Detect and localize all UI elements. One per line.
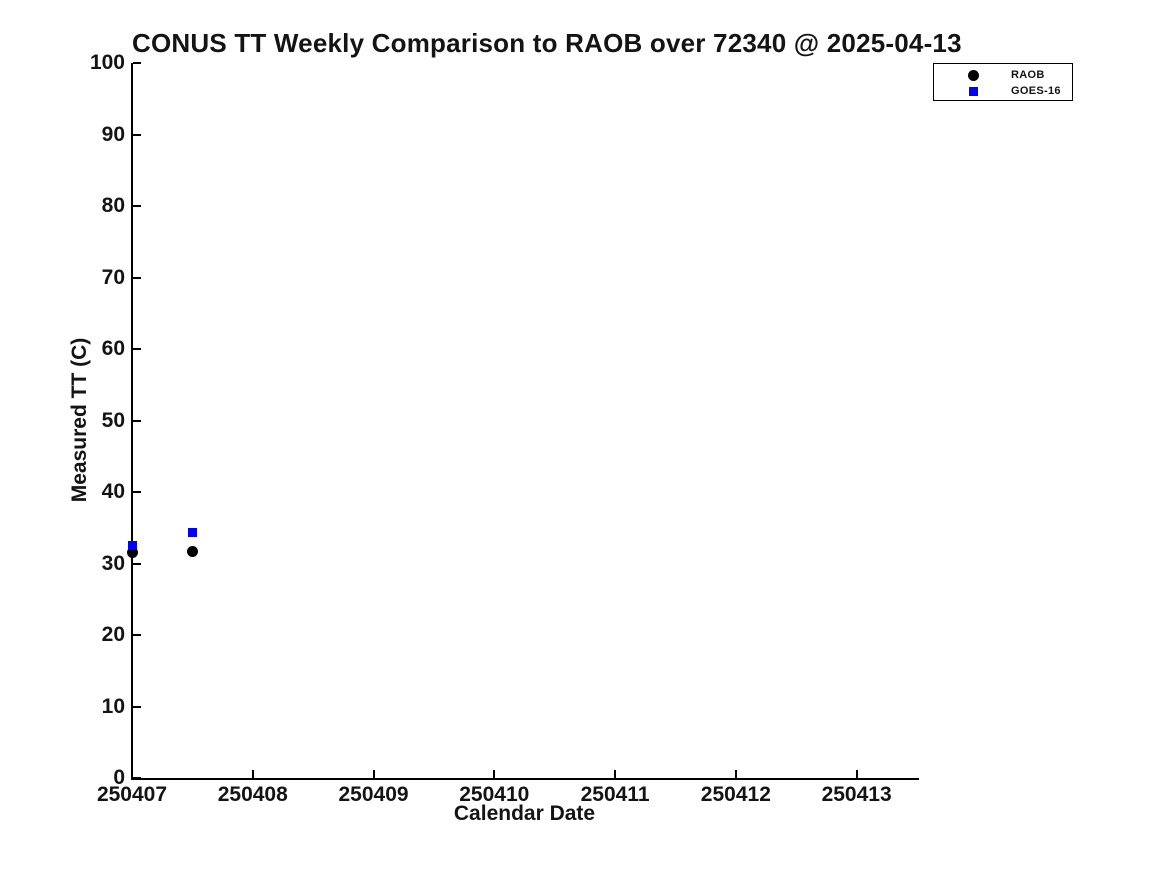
- x-tick-label: 250413: [821, 783, 892, 806]
- y-tick-label: 20: [101, 623, 125, 646]
- x-tick: [734, 770, 737, 778]
- y-tick: [133, 133, 141, 136]
- x-tick: [131, 770, 133, 778]
- x-tick-label: 250407: [96, 783, 168, 806]
- x-tick-label: 250411: [580, 783, 650, 806]
- y-tick-label: 80: [101, 194, 125, 217]
- x-tick-label: 250408: [217, 783, 288, 806]
- y-tick-label: 70: [101, 265, 125, 289]
- y-tick: [133, 491, 141, 493]
- y-tick-label: 30: [101, 551, 125, 575]
- y-tick-label: 100: [89, 51, 125, 74]
- x-tick: [614, 770, 617, 778]
- x-tick-label: 250409: [338, 783, 409, 806]
- y-tick-label: 90: [101, 122, 125, 146]
- y-axis-label: Measured TT (C): [68, 337, 91, 503]
- y-tick-label: 0: [113, 766, 125, 789]
- marker-raob: [126, 546, 138, 558]
- legend-item-goes-16: GOES-16: [934, 84, 1072, 99]
- y-tick-label: 40: [101, 480, 125, 503]
- y-tick-label: 50: [101, 408, 125, 432]
- legend-marker-goes-16: [968, 86, 978, 96]
- marker-raob: [186, 545, 198, 557]
- marker-goes-16: [187, 527, 197, 537]
- y-tick: [133, 348, 141, 350]
- x-tick: [493, 770, 496, 778]
- x-tick: [855, 770, 858, 778]
- y-tick: [133, 562, 141, 565]
- y-tick: [133, 419, 141, 422]
- legend-item-raob: RAOB: [934, 68, 1072, 83]
- y-tick-label: 10: [101, 694, 125, 718]
- legend-marker-raob: [967, 70, 979, 81]
- legend-label-raob: RAOB: [1011, 69, 1045, 81]
- x-tick-label: 250410: [459, 783, 530, 806]
- y-tick: [133, 634, 141, 636]
- legend: RAOB GOES-16: [933, 63, 1073, 101]
- y-tick: [133, 777, 141, 779]
- chart-title: CONUS TT Weekly Comparison to RAOB over …: [132, 28, 962, 58]
- y-axis-line: [131, 63, 133, 780]
- x-axis-label: Calendar Date: [453, 802, 596, 825]
- y-tick: [133, 276, 141, 279]
- marker-goes-16: [127, 541, 137, 551]
- x-tick: [251, 770, 254, 778]
- y-tick: [133, 705, 141, 708]
- x-tick: [372, 770, 375, 778]
- x-tick-label: 250412: [700, 783, 771, 806]
- x-axis-line: [131, 778, 919, 780]
- plot-area: 0 10 20 30 40 50 60 70 80 90 100 250407 250408 250409…: [90, 52, 919, 806]
- y-tick-label: 60: [101, 337, 125, 360]
- y-tick: [133, 205, 141, 207]
- y-tick: [133, 62, 141, 64]
- legend-label-goes-16: GOES-16: [1011, 84, 1061, 97]
